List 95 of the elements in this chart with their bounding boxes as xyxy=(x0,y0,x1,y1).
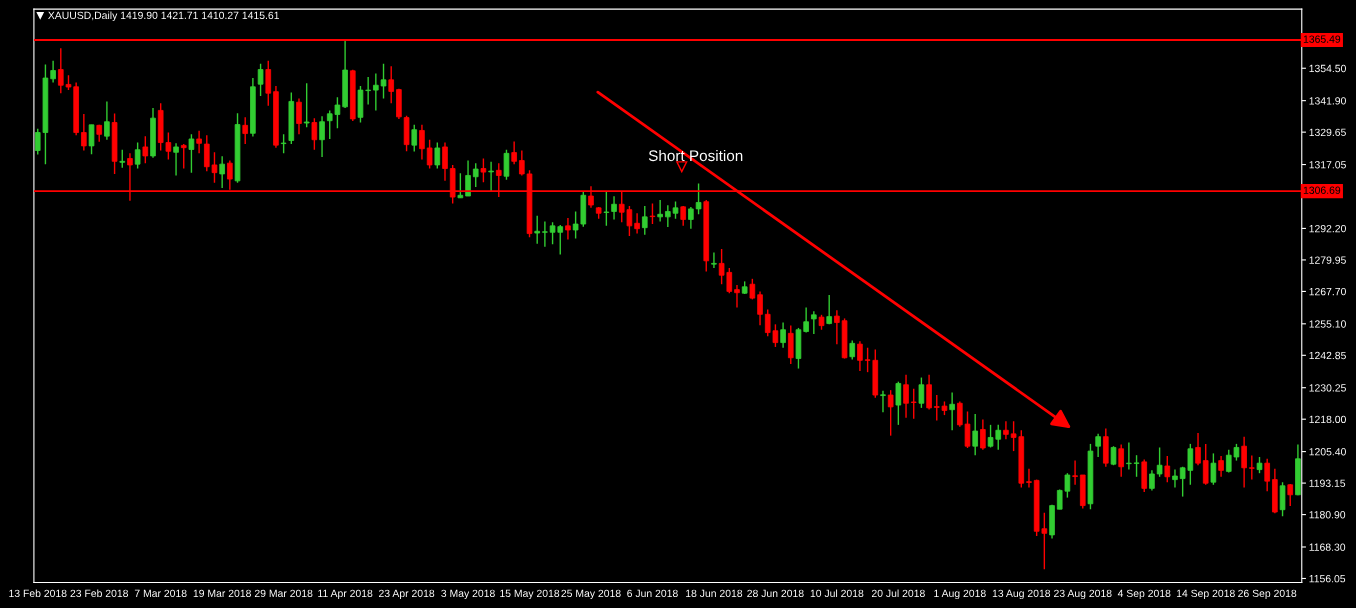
x-tick-label: 3 May 2018 xyxy=(441,589,495,600)
candlestick xyxy=(503,149,510,181)
candlestick xyxy=(649,202,656,225)
candlestick xyxy=(880,389,886,413)
y-tick-label: 1193.15 xyxy=(1309,479,1346,487)
x-tick-label: 6 Jun 2018 xyxy=(627,589,678,598)
candlestick xyxy=(1210,452,1217,486)
candlestick xyxy=(134,141,141,170)
x-tick-label: 18 Jun 2018 xyxy=(686,589,743,598)
ref-line-label: 1306.69 xyxy=(1303,186,1341,194)
y-tick-label: 1317.05 xyxy=(1309,161,1346,169)
y-tick-label: 1218.00 xyxy=(1309,415,1346,424)
x-tick-label: 20 Jul 2018 xyxy=(871,589,925,598)
y-tick-label: 1180.90 xyxy=(1309,511,1346,519)
candlestick xyxy=(480,157,487,183)
x-tick-label: 28 Jun 2018 xyxy=(747,589,804,598)
chart-title: XAUUSD,Daily 1419.90 1421.71 1410.27 1415.61 xyxy=(48,11,279,22)
candlestick xyxy=(288,91,295,145)
x-tick-label: 4 Sep 2018 xyxy=(1117,589,1171,600)
candlestick xyxy=(534,215,540,245)
candlestick xyxy=(711,251,717,269)
x-tick-label: 23 Aug 2018 xyxy=(1054,589,1112,600)
y-tick-label: 1267.70 xyxy=(1309,287,1346,296)
candlestick xyxy=(242,116,249,145)
x-tick-label: 13 Aug 2018 xyxy=(992,589,1051,600)
x-tick-label: 13 Feb 2018 xyxy=(9,589,67,598)
candlestick xyxy=(1202,443,1209,486)
candlestick xyxy=(895,380,902,426)
candlestick xyxy=(1279,481,1286,517)
candlestick xyxy=(111,112,118,175)
candlestick xyxy=(280,133,287,155)
y-tick-label: 1205.40 xyxy=(1309,448,1346,456)
candlestick xyxy=(1141,458,1148,493)
candlestick xyxy=(1026,468,1032,489)
candlestick xyxy=(1156,446,1163,478)
x-tick-label: 23 Feb 2018 xyxy=(70,589,129,598)
y-tick-label: 1168.30 xyxy=(1309,543,1346,551)
candlestick xyxy=(311,117,318,151)
candlestick xyxy=(349,69,356,122)
candlestick xyxy=(910,388,917,420)
candlestick xyxy=(841,317,848,360)
candlestick xyxy=(257,62,264,97)
y-tick-label: 1329.65 xyxy=(1309,128,1346,137)
x-tick-label: 11 Apr 2018 xyxy=(318,589,373,600)
candlestick xyxy=(1072,459,1078,486)
x-tick-label: 14 Sep 2018 xyxy=(1176,589,1235,600)
candlestick xyxy=(887,389,894,437)
candlestick xyxy=(1087,443,1094,510)
candlestick xyxy=(488,161,494,193)
candlestick xyxy=(1287,483,1294,507)
candlestick xyxy=(1079,474,1086,510)
candlestick xyxy=(695,182,702,215)
candlestick xyxy=(265,60,272,107)
candlestick xyxy=(603,190,610,227)
candlestick xyxy=(703,199,710,273)
y-tick-label: 1279.95 xyxy=(1309,256,1346,264)
candlestick xyxy=(88,124,95,155)
y-tick-label: 1341.90 xyxy=(1309,97,1346,105)
candlestick xyxy=(1133,454,1140,478)
x-tick-label: 15 May 2018 xyxy=(500,589,560,600)
y-tick-label: 1354.50 xyxy=(1309,64,1346,73)
x-tick-label: 25 May 2018 xyxy=(561,589,621,600)
candlestick xyxy=(403,115,410,152)
x-tick-label: 10 Jul 2018 xyxy=(810,589,864,598)
candlestick xyxy=(411,124,418,153)
x-tick-label: 23 Apr 2018 xyxy=(379,589,435,600)
candlestick xyxy=(1164,455,1171,483)
candlestick xyxy=(234,112,241,184)
y-tick-label: 1242.85 xyxy=(1309,351,1346,360)
x-tick-label: 29 Mar 2018 xyxy=(254,589,313,598)
candlestick xyxy=(680,205,686,227)
x-tick-label: 1 Aug 2018 xyxy=(934,589,986,600)
candlestick xyxy=(303,82,310,128)
candlestick xyxy=(749,278,756,301)
candlestick xyxy=(434,141,441,170)
candlestick xyxy=(188,133,195,174)
x-tick-label: 26 Sep 2018 xyxy=(1238,589,1297,600)
candlestick xyxy=(542,220,548,248)
candlestick xyxy=(1249,454,1255,481)
candlestick xyxy=(1110,445,1117,466)
candlestick xyxy=(388,65,395,104)
annotation: Short Position xyxy=(648,149,743,162)
y-tick-label: 1156.05 xyxy=(1309,574,1346,583)
ref-line-label: 1365.49 xyxy=(1303,35,1341,43)
x-tick-label: 7 Mar 2018 xyxy=(134,589,187,598)
candlestick xyxy=(918,376,925,409)
y-tick-label: 1230.25 xyxy=(1309,384,1346,392)
y-tick-label: 1292.20 xyxy=(1309,224,1346,233)
y-tick-label: 1255.10 xyxy=(1309,320,1346,328)
candlestick xyxy=(472,162,479,188)
candlestick xyxy=(795,327,802,370)
x-tick-label: 19 Mar 2018 xyxy=(193,589,251,598)
candlestick xyxy=(641,205,648,236)
candlestick xyxy=(142,135,149,164)
candlestick xyxy=(426,139,433,170)
